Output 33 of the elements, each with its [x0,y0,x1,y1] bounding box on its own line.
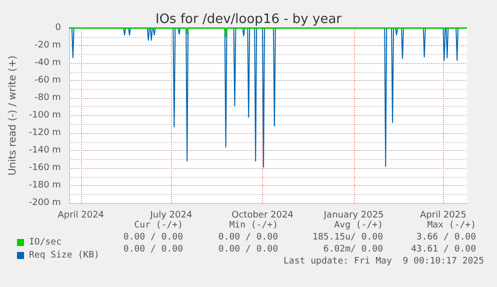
y-tick-label: -40 m [34,58,61,68]
text: Max (-/+) [427,220,476,230]
y-tick-label: -140 m [28,146,61,156]
y-tick-label: -160 m [28,163,61,173]
y-tick-label: -120 m [28,128,61,138]
x-tick-label: July 2024 [149,210,192,220]
y-tick-label: -180 m [28,180,61,190]
text: 0.00 / 0.00 [218,244,278,254]
text: Last update: Fri May 9 00:10:17 2025 [284,256,484,266]
chart-title: IOs for /dev/loop16 - by year [155,12,342,27]
x-tick-label: April 2025 [420,210,466,220]
x-tick-label: January 2025 [322,210,384,220]
y-tick-label: -80 m [34,93,61,103]
text: Avg (-/+) [334,220,384,230]
text: Min (-/+) [229,220,278,230]
text: Cur (-/+) [134,220,184,230]
y-tick-label: -100 m [28,110,61,120]
legend-label: IO/sec [29,238,62,248]
x-tick-label: October 2024 [232,210,294,220]
y-tick-label: -20 m [34,40,61,50]
y-tick-label: -60 m [34,76,61,86]
text: 0.00 / 0.00 [218,232,278,242]
y-tick-label: -200 m [28,198,61,208]
text: 43.61 / 0.00 [410,244,476,254]
text: 185.15u/ 0.00 [312,232,384,242]
y-tick-label: 0 [55,23,62,33]
text: 6.02m/ 0.00 [323,244,384,254]
text: 0.00 / 0.00 [123,244,184,254]
text: 3.66 / 0.00 [416,232,476,242]
legend-label: Req Size (KB) [29,250,100,260]
x-tick-label: April 2024 [58,210,104,220]
y-axis-title: Units read (-) / write (+) [8,55,18,176]
text: 0.00 / 0.00 [123,232,184,242]
